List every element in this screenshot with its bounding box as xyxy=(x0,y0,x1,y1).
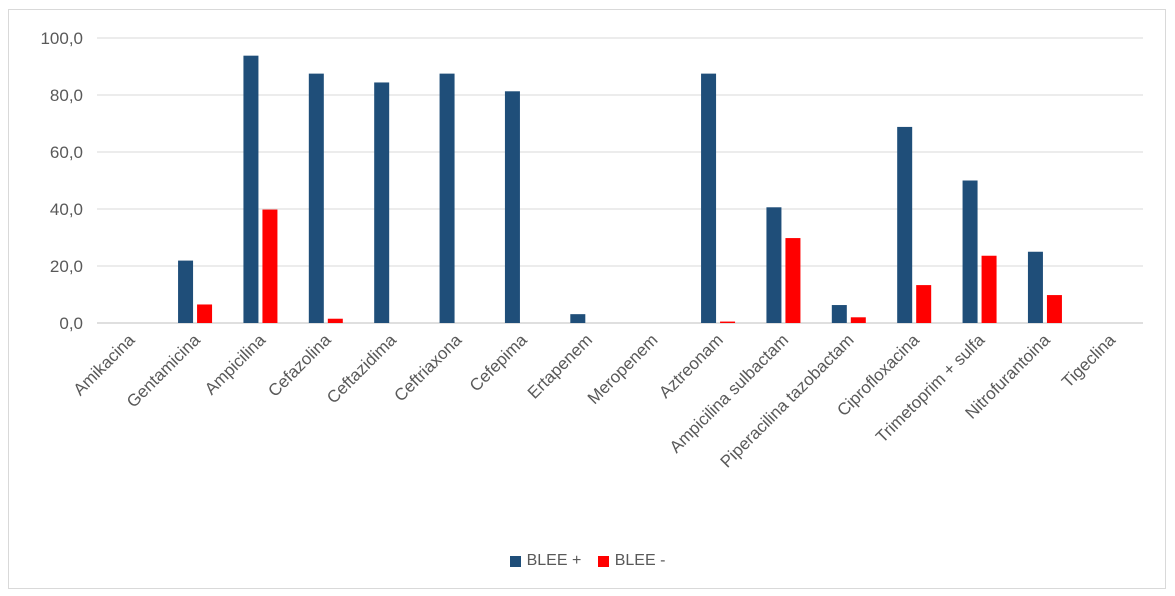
legend-item-blee-negative: BLEE - xyxy=(597,552,666,570)
x-tick-label: Trimetoprim + sulfa xyxy=(872,330,989,447)
legend-swatch-blee-negative xyxy=(597,555,609,567)
bar-blee-positive xyxy=(701,73,717,323)
bar-blee-negative xyxy=(981,255,997,323)
x-tick-label: Tigeclina xyxy=(1058,330,1119,391)
legend-label-blee-positive: BLEE + xyxy=(526,552,582,569)
y-tick-label: 100,0 xyxy=(40,29,83,48)
x-tick-label: Cefazolina xyxy=(264,330,335,401)
bar-blee-positive xyxy=(831,305,847,323)
y-tick-label: 20,0 xyxy=(50,257,83,276)
y-tick-label: 60,0 xyxy=(50,143,83,162)
bars xyxy=(178,55,1062,324)
x-tick-label: Ampicilina xyxy=(201,330,270,399)
bar-blee-negative xyxy=(327,318,343,323)
bar-blee-positive xyxy=(962,180,978,323)
bar-blee-negative xyxy=(720,321,736,323)
bar-blee-negative xyxy=(262,209,278,323)
bar-blee-positive xyxy=(178,260,194,323)
bar-blee-negative xyxy=(916,285,932,323)
x-tick-label: Ampicilina sulbactam xyxy=(666,330,792,456)
y-tick-label: 0,0 xyxy=(59,314,83,333)
x-tick-label: Meropenem xyxy=(584,330,662,408)
bar-blee-positive xyxy=(1027,251,1043,323)
x-tick-label: Ceftriaxona xyxy=(390,330,465,405)
y-axis-ticks: 0,0 20,0 40,0 60,0 80,0 100,0 xyxy=(40,29,83,333)
y-tick-label: 40,0 xyxy=(50,200,83,219)
bar-blee-positive xyxy=(243,55,259,324)
x-tick-label: Amikacina xyxy=(70,330,139,399)
bar-blee-negative xyxy=(1046,295,1062,323)
x-tick-label: Piperacilina tazobactam xyxy=(717,330,858,471)
bar-blee-positive xyxy=(308,73,324,323)
legend-item-blee-positive: BLEE + xyxy=(509,552,582,570)
bar-blee-positive xyxy=(570,314,586,323)
y-tick-label: 80,0 xyxy=(50,86,83,105)
bar-blee-positive xyxy=(374,82,390,324)
x-tick-label: Ceftazidima xyxy=(323,330,400,407)
bar-blee-negative xyxy=(850,317,866,323)
bar-blee-positive xyxy=(504,91,520,323)
bar-blee-negative xyxy=(197,304,213,323)
x-axis-ticks: AmikacinaGentamicinaAmpicilinaCefazolina… xyxy=(70,330,1120,471)
legend: BLEE + BLEE - xyxy=(0,552,1175,572)
legend-label-blee-negative: BLEE - xyxy=(614,552,666,569)
x-tick-label: Aztreonam xyxy=(655,330,727,402)
legend-swatch-blee-positive xyxy=(509,555,521,567)
bar-blee-positive xyxy=(766,207,782,323)
bar-blee-positive xyxy=(439,73,455,323)
x-tick-label: Cefepima xyxy=(466,330,531,395)
bar-blee-positive xyxy=(897,126,913,323)
bar-blee-negative xyxy=(785,238,801,323)
